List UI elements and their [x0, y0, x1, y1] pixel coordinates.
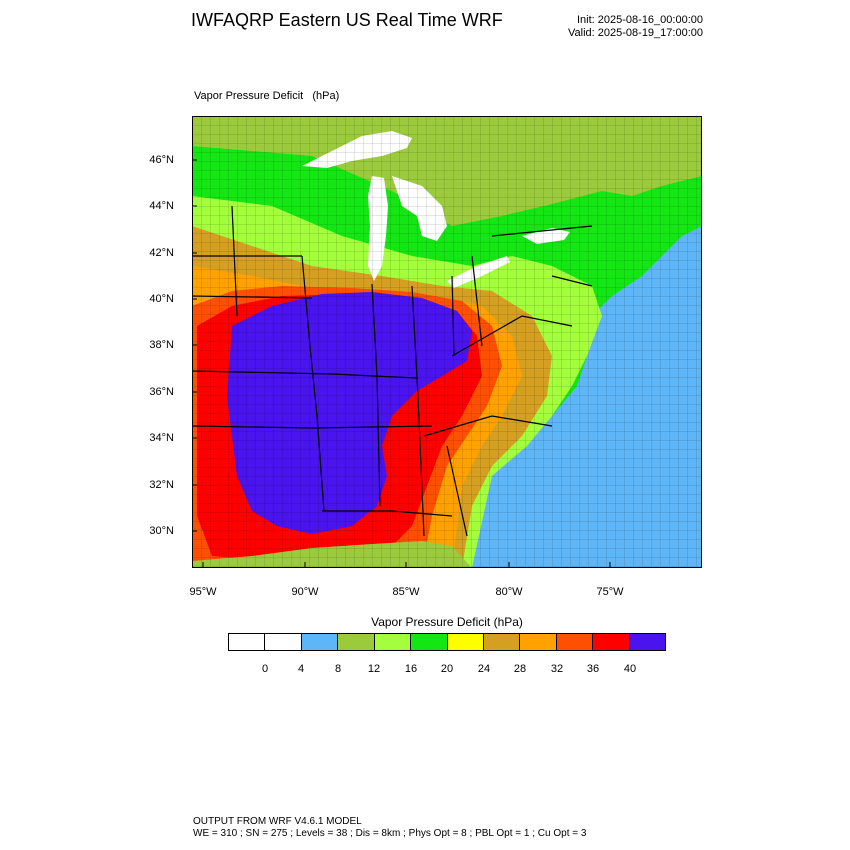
colorbar [228, 633, 666, 651]
colorbar-title: Vapor Pressure Deficit (hPa) [371, 615, 523, 629]
lat-label-46n: 46°N [149, 154, 174, 166]
colorbar-cell [265, 634, 302, 650]
plot-title: Vapor Pressure Deficit (hPa) [194, 90, 340, 102]
colorbar-tick-label: 20 [440, 663, 454, 675]
lat-label-42n: 42°N [149, 247, 174, 259]
colorbar-tick-label: 40 [623, 663, 637, 675]
lat-label-38n: 38°N [149, 339, 174, 351]
colorbar-tick-label: 0 [261, 663, 269, 675]
model-info-line-2: WE = 310 ; SN = 275 ; Levels = 38 ; Dis … [193, 828, 587, 839]
map-ticks [192, 159, 611, 568]
colorbar-cell [556, 634, 594, 650]
colorbar-tick-label: 16 [404, 663, 418, 675]
colorbar-cell [520, 634, 557, 650]
colorbar-tick-label: 28 [513, 663, 527, 675]
colorbar-cell [301, 634, 339, 650]
lon-label-80w: 80°W [495, 586, 523, 598]
colorbar-cell [629, 634, 666, 650]
county-boundaries [192, 116, 702, 568]
colorbar-tick-label: 24 [477, 663, 491, 675]
colorbar-cell [593, 634, 630, 650]
colorbar-tick-label: 8 [334, 663, 342, 675]
main-title: IWFAQRP Eastern US Real Time WRF [191, 10, 503, 30]
model-info-line-1: OUTPUT FROM WRF V4.6.1 MODEL [193, 816, 362, 827]
colorbar-tick-label: 4 [297, 663, 305, 675]
init-time-label: Init: 2025-08-16_00:00:00 [577, 14, 703, 26]
state-boundaries [192, 205, 593, 537]
colorbar-cell [447, 634, 484, 650]
colorbar-tick-label: 12 [367, 663, 381, 675]
lat-label-34n: 34°N [149, 432, 174, 444]
valid-time-label: Valid: 2025-08-19_17:00:00 [568, 27, 703, 39]
colorbar-tick-label: 32 [550, 663, 564, 675]
vpd-map [192, 116, 702, 568]
colorbar-tick-label: 36 [586, 663, 600, 675]
lon-label-95w: 95°W [189, 586, 217, 598]
colorbar-cell [411, 634, 448, 650]
colorbar-cell [338, 634, 375, 650]
colorbar-cell [483, 634, 521, 650]
lat-label-36n: 36°N [149, 386, 174, 398]
colorbar-cell [374, 634, 412, 650]
lat-label-32n: 32°N [149, 479, 174, 491]
lon-label-85w: 85°W [392, 586, 420, 598]
lat-label-44n: 44°N [149, 200, 174, 212]
lat-label-40n: 40°N [149, 293, 174, 305]
colorbar-cell [229, 634, 266, 650]
lon-label-90w: 90°W [291, 586, 319, 598]
lat-label-30n: 30°N [149, 525, 174, 537]
lon-label-75w: 75°W [596, 586, 624, 598]
